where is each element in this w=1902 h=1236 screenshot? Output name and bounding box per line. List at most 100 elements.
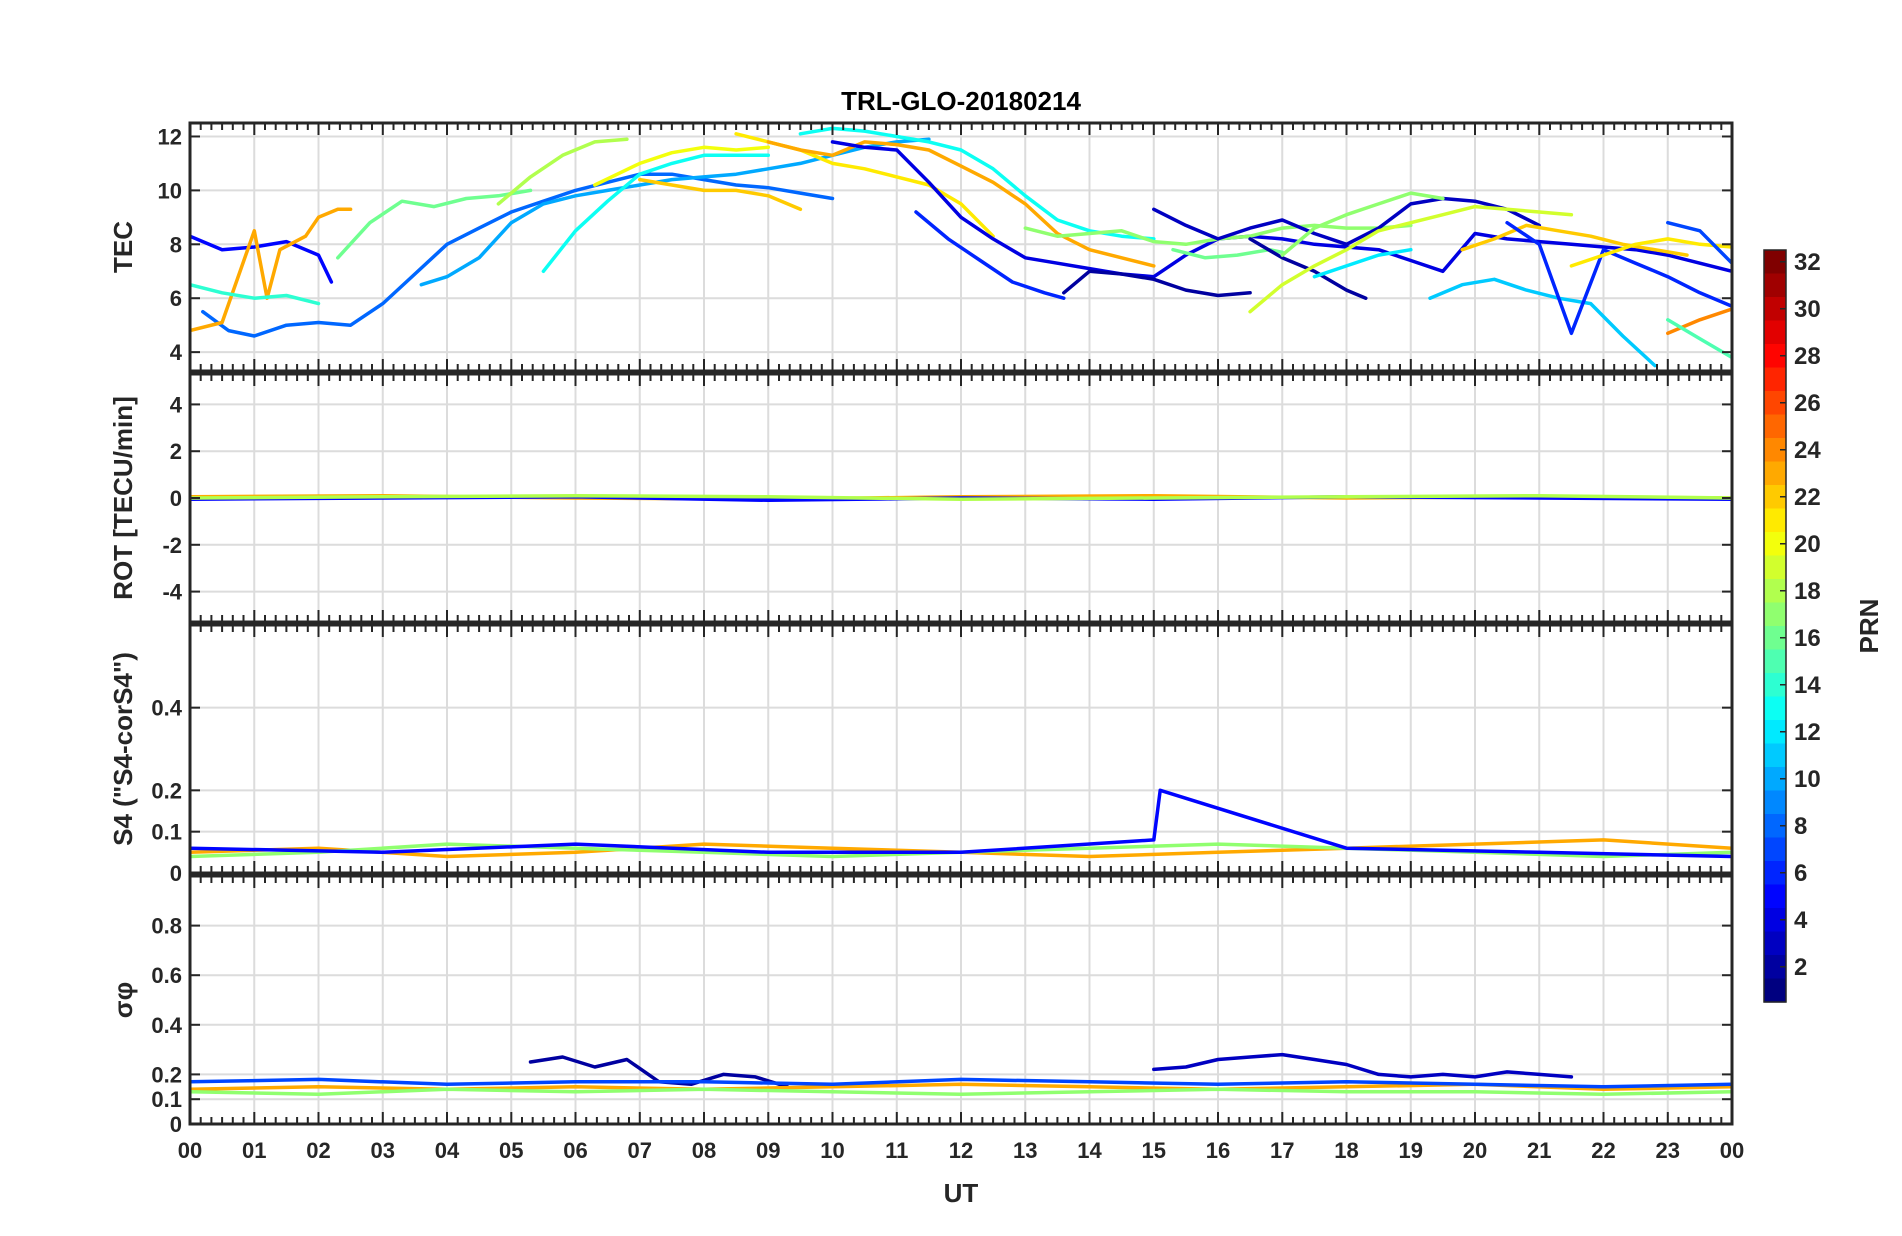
y-tick-label: 8 (170, 232, 182, 257)
x-tick-label: 07 (628, 1138, 652, 1163)
colorbar-segment (1764, 344, 1786, 369)
x-tick-label: 02 (306, 1138, 330, 1163)
colorbar-segment (1764, 485, 1786, 510)
y-tick-label: 0 (170, 861, 182, 886)
colorbar-segment (1764, 602, 1786, 627)
colorbar-segment (1764, 720, 1786, 745)
x-tick-label: 23 (1656, 1138, 1680, 1163)
colorbar-segment (1764, 461, 1786, 486)
colorbar-tick-label: 28 (1794, 343, 1821, 370)
panel-s4: 0 0.1 0.2 0.4 S4 ("S4-corS4") (108, 623, 1734, 886)
colorbar-segment (1764, 743, 1786, 768)
colorbar-tick-label: 22 (1794, 484, 1821, 511)
panel-tec: 4 6 8 10 12 TEC (108, 121, 1734, 373)
colorbar-tick-label: 30 (1794, 296, 1821, 323)
x-tick-label: 12 (949, 1138, 973, 1163)
panel-sigma_phi: 00.10.2 0.4 0.6 0.8 σφ (108, 874, 1734, 1137)
colorbar-tick-label: 26 (1794, 390, 1821, 417)
y-tick-label: 0.2 (151, 1062, 182, 1087)
colorbar-segment (1764, 696, 1786, 721)
panel-s4-series (190, 788, 1732, 859)
x-tick-label: 05 (499, 1138, 523, 1163)
series-line-prn-11 (1428, 277, 1657, 368)
y-tick-label: 0 (170, 1112, 182, 1137)
series-line-prn-3 (1152, 196, 1542, 247)
x-axis-label: UT (944, 1178, 979, 1208)
y-tick-label: 2 (170, 439, 182, 464)
series-line-prn-20 (593, 145, 771, 187)
y-tick-label: 0.6 (151, 963, 182, 988)
x-tick-label: 08 (692, 1138, 716, 1163)
y-tick-label: 4 (170, 340, 183, 365)
series-line-prn-14 (190, 282, 321, 306)
colorbar-segment (1764, 673, 1786, 698)
series-line-prn-18 (496, 137, 629, 206)
series-line-prn-7 (190, 1077, 1732, 1089)
y-tick-label: 0.1 (151, 820, 182, 845)
colorbar-segment (1764, 579, 1786, 604)
colorbar-tick-label: 12 (1794, 719, 1821, 746)
x-tick-label: 09 (756, 1138, 780, 1163)
series-line-prn-7 (1666, 220, 1732, 265)
series-line-prn-23 (190, 207, 353, 333)
y-tick-label: 12 (158, 124, 182, 149)
x-tick-label: 16 (1206, 1138, 1230, 1163)
y-tick-label: -4 (162, 580, 182, 605)
colorbar-segment (1764, 250, 1786, 275)
series-line-prn-8 (201, 172, 835, 338)
y-tick-label: 10 (158, 178, 182, 203)
colorbar-segment (1764, 814, 1786, 839)
colorbar-tick-label: 4 (1794, 907, 1808, 934)
colorbar-tick-label: 8 (1794, 813, 1807, 840)
colorbar-segment (1764, 414, 1786, 439)
colorbar-tick-label: 24 (1794, 437, 1821, 464)
x-tick-label: 13 (1013, 1138, 1037, 1163)
panel-rot-series (190, 493, 1732, 503)
colorbar-frame (1763, 249, 1787, 1003)
panel-tec-series (190, 126, 1732, 368)
x-tick-label: 20 (1463, 1138, 1487, 1163)
colorbar-label: PRN (1854, 599, 1884, 654)
y-tick-label: 0.4 (151, 1013, 182, 1038)
series-line-prn-23 (766, 140, 1156, 268)
series-line-prn-16 (1171, 247, 1285, 260)
colorbar-segment (1764, 438, 1786, 463)
y-tick-label: 4 (170, 392, 183, 417)
y-tick-label: 0.8 (151, 914, 182, 939)
colorbar-segment (1764, 320, 1786, 345)
colorbar-tick-label: 2 (1794, 954, 1807, 981)
colorbar-segment (1764, 626, 1786, 651)
x-tick-label: 04 (435, 1138, 460, 1163)
series-line-prn-22 (1460, 223, 1689, 257)
x-tick-label: 06 (563, 1138, 587, 1163)
series-line-prn-16 (336, 188, 533, 260)
y-tick-label: 0.1 (151, 1087, 182, 1112)
series-line-prn-3 (1152, 1052, 1574, 1079)
colorbar-tick-label: 20 (1794, 531, 1821, 558)
series-line-prn-6 (914, 210, 1066, 300)
y-axis-label: σφ (108, 982, 138, 1018)
colorbar-segment (1764, 931, 1786, 956)
x-tick-label: 01 (242, 1138, 266, 1163)
y-tick-label: 6 (170, 286, 182, 311)
series-line-prn-22 (638, 177, 803, 212)
y-axis-label: ROT [TECU/min] (108, 396, 138, 600)
x-tick-label: 17 (1270, 1138, 1294, 1163)
x-tick-label: 19 (1399, 1138, 1423, 1163)
x-tick-label: 00 (1720, 1138, 1744, 1163)
colorbar-tick-label: 6 (1794, 860, 1807, 887)
panel-s4-frame (188, 623, 1734, 875)
colorbar-segment (1764, 767, 1786, 792)
colorbar-tick-label: 32 (1794, 249, 1821, 276)
x-tick-label: 22 (1591, 1138, 1615, 1163)
colorbar-tick-label: 16 (1794, 625, 1821, 652)
colorbar-segment (1764, 908, 1786, 933)
colorbar-segment (1764, 532, 1786, 557)
colorbar-segment (1764, 955, 1786, 980)
colorbar-tick-label: 18 (1794, 578, 1821, 605)
series-line-prn-19 (1248, 204, 1574, 314)
y-tick-label: 0.4 (151, 696, 182, 721)
